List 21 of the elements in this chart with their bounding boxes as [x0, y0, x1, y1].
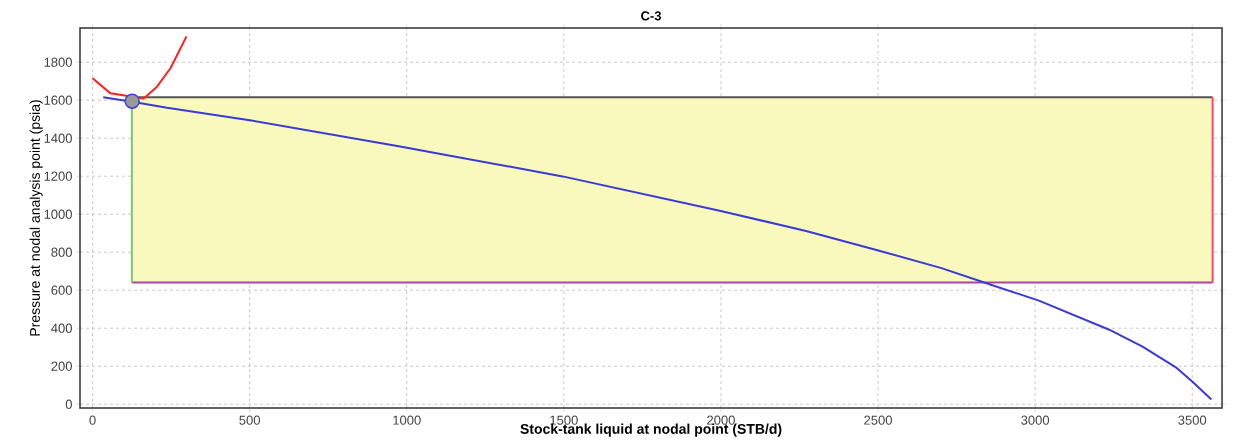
y-tick-label: 1600 [44, 95, 72, 105]
x-tick-label: 3500 [1178, 415, 1207, 425]
x-tick-label: 500 [239, 415, 260, 425]
y-tick-label: 200 [51, 361, 72, 371]
y-tick-label: 1000 [44, 209, 72, 219]
y-tick-label: 600 [51, 285, 72, 295]
y-tick-label: 800 [51, 247, 72, 257]
y-tick-label: 1200 [44, 171, 72, 181]
y-tick-label: 400 [51, 323, 72, 333]
y-tick-label: 1400 [44, 133, 72, 143]
x-tick-label: 2000 [707, 415, 735, 425]
chart-title: C-3 [641, 11, 662, 21]
y-tick-label: 0 [65, 399, 72, 409]
x-tick-label: 1000 [393, 415, 421, 425]
y-tick-label: 1800 [44, 57, 72, 67]
x-tick-label: 3000 [1021, 415, 1050, 425]
x-tick-label: 1500 [550, 415, 578, 425]
x-tick-label: 2500 [864, 415, 892, 425]
x-tick-label: 0 [89, 415, 96, 425]
y-axis-title: Pressure at nodal analysis point (psia) [29, 100, 43, 336]
line-series [91, 35, 188, 100]
